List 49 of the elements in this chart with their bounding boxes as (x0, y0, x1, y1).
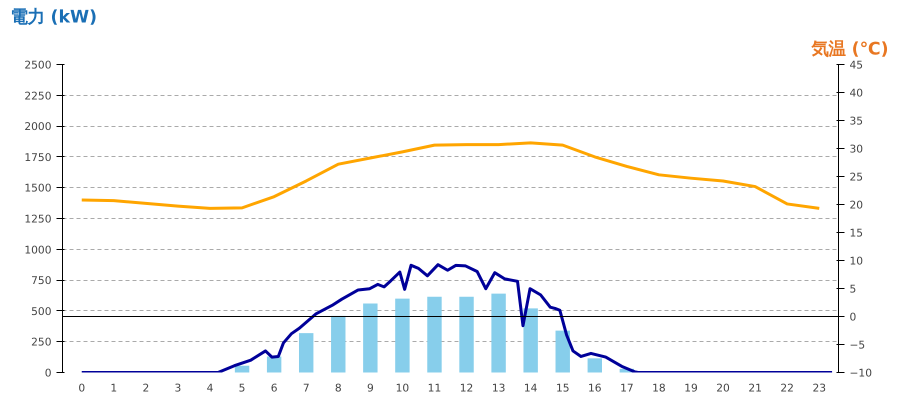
y2-tick-label: 30 (850, 142, 864, 156)
x-tick-label: 11 (428, 382, 442, 394)
y-tick-label: 2000 (24, 120, 52, 134)
x-tick-label: 19 (684, 382, 698, 394)
x-tick-label: 9 (366, 382, 374, 394)
x-tick-label: 17 (620, 382, 634, 394)
y-tick-label: 2250 (24, 89, 52, 102)
x-tick-label: 2 (142, 382, 150, 394)
x-tick-label: 3 (174, 382, 182, 394)
x-tick-label: 16 (588, 382, 602, 394)
x-tick-label: 13 (492, 382, 506, 394)
y2-tick-label: 35 (850, 114, 864, 128)
y2-tick-label: 0 (850, 310, 856, 324)
y2-tick-label: −5 (850, 338, 866, 352)
x-tick-label: 21 (748, 382, 762, 394)
x-tick-label: 14 (524, 382, 538, 394)
x-tick-label: 18 (652, 382, 666, 394)
x-tick-label: 0 (78, 382, 86, 394)
x-tick-label: 8 (334, 382, 342, 394)
x-tick-label: 10 (396, 382, 410, 394)
x-tick-label: 1 (110, 382, 118, 394)
y2-axis-title: 気温 (℃) (810, 40, 889, 60)
y2-tick-label: −10 (850, 366, 872, 380)
y2-tick-label: 20 (850, 198, 864, 212)
y2-tick-label: 40 (850, 86, 864, 100)
y-axis-title: 電力 (kW) (10, 8, 98, 28)
x-tick-label: 20 (716, 382, 730, 394)
y-tick-label: 0 (44, 366, 52, 380)
x-tick-label: 15 (556, 382, 570, 394)
x-tick-label: 6 (270, 382, 278, 394)
y2-tick-label: 45 (850, 58, 864, 72)
x-tick-label: 5 (238, 382, 246, 394)
y-tick-label: 1500 (24, 182, 52, 195)
y-tick-label: 250 (31, 336, 52, 349)
y-tick-label: 1250 (24, 212, 52, 226)
y2-tick-label: 5 (850, 282, 856, 296)
x-tick-label: 22 (780, 382, 794, 394)
y-tick-label: 1000 (24, 243, 52, 256)
y2-tick-label: 10 (850, 254, 864, 268)
y-tick-label: 2500 (24, 58, 52, 72)
x-tick-label: 7 (302, 382, 310, 394)
y-tick-label: 750 (31, 274, 52, 288)
x-tick-label: 4 (206, 382, 214, 394)
x-tick-label: 23 (812, 382, 826, 394)
y-tick-label: 500 (31, 304, 52, 318)
x-tick-label: 12 (460, 382, 474, 394)
y2-tick-label: 15 (850, 226, 864, 240)
y2-tick-label: 25 (850, 170, 864, 184)
y-tick-label: 1750 (24, 150, 52, 164)
